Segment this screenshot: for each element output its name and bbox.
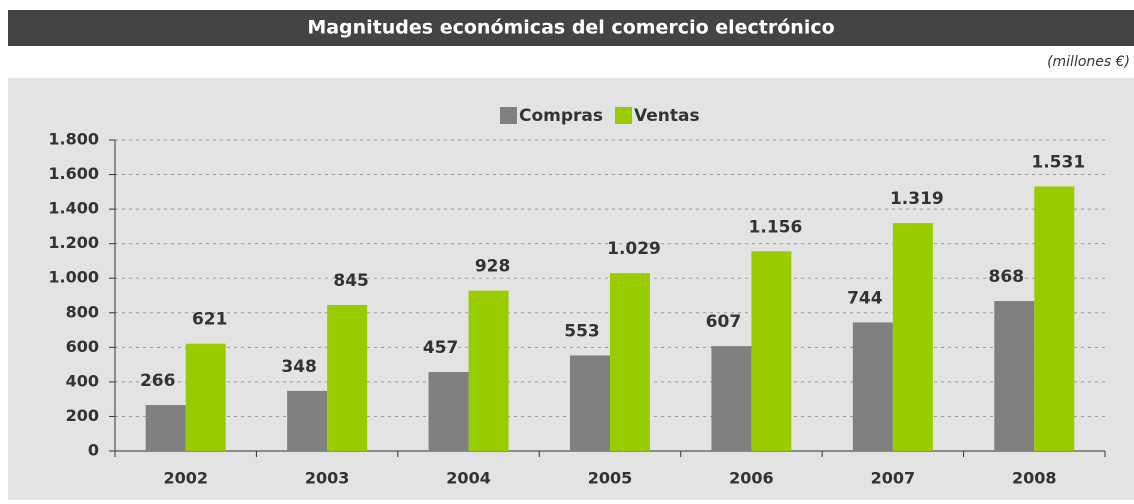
y-tick-label: 800 <box>66 302 99 321</box>
legend-swatch <box>615 107 633 124</box>
y-tick-label: 600 <box>66 337 99 356</box>
y-tick-label: 400 <box>66 371 99 390</box>
bar <box>892 223 933 451</box>
x-tick-label: 2008 <box>1012 469 1057 488</box>
value-label: 744 <box>847 288 883 308</box>
legend-label: Ventas <box>634 106 700 126</box>
value-label: 1.531 <box>1031 152 1085 172</box>
value-label: 1.319 <box>890 189 944 209</box>
legend-label: Compras <box>519 106 603 126</box>
bar <box>570 355 610 451</box>
value-label: 928 <box>475 257 511 277</box>
bar <box>610 273 650 451</box>
value-label: 868 <box>989 267 1025 287</box>
value-label: 1.156 <box>749 217 803 237</box>
bar <box>185 343 226 451</box>
x-tick-label: 2003 <box>305 469 350 488</box>
value-label: 621 <box>192 310 228 330</box>
y-tick-label: 1.800 <box>48 130 99 149</box>
y-tick-label: 1.600 <box>48 164 99 183</box>
bar <box>852 322 893 451</box>
bar <box>1034 186 1075 451</box>
bar <box>145 405 186 451</box>
x-tick-label: 2007 <box>871 469 916 488</box>
y-tick-label: 1.000 <box>48 268 99 287</box>
y-tick-label: 0 <box>88 441 99 460</box>
subtitle: (millones €) <box>1047 54 1130 70</box>
value-label: 348 <box>281 357 317 377</box>
bar <box>468 290 509 451</box>
bar <box>751 251 792 451</box>
x-tick-label: 2002 <box>163 469 208 488</box>
value-label: 607 <box>706 312 742 332</box>
x-tick-label: 2005 <box>588 469 633 488</box>
value-label: 553 <box>564 321 600 341</box>
value-label: 266 <box>140 371 176 391</box>
bar <box>287 390 328 451</box>
bar <box>711 346 752 451</box>
y-tick-label: 1.200 <box>48 233 99 252</box>
legend-swatch <box>500 107 517 124</box>
value-label: 457 <box>423 338 459 358</box>
bar <box>428 372 469 451</box>
y-tick-label: 1.400 <box>48 199 99 218</box>
x-tick-label: 2006 <box>729 469 774 488</box>
x-tick-label: 2004 <box>446 469 491 488</box>
value-label: 1.029 <box>607 239 661 259</box>
title-bar <box>8 10 1134 46</box>
y-tick-label: 200 <box>66 406 99 425</box>
bar <box>327 305 368 451</box>
value-label: 845 <box>333 271 369 291</box>
bar <box>994 301 1035 451</box>
chart-title: Magnitudes económicas del comercio elect… <box>307 17 834 39</box>
